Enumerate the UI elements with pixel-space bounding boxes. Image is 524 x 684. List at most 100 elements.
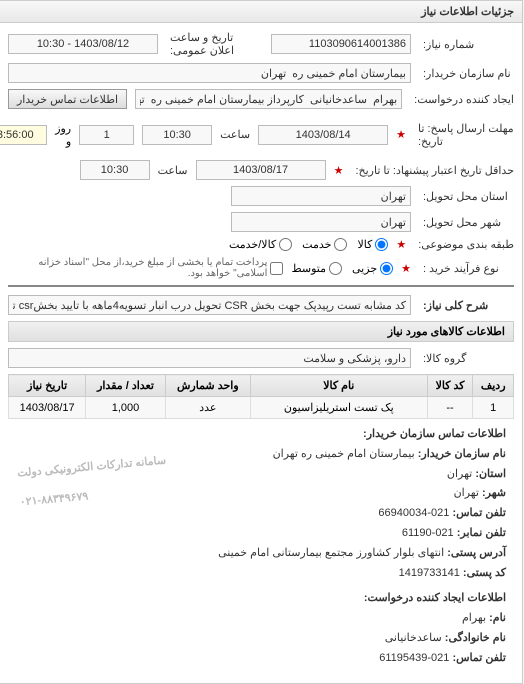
row-key: شرح کلی نیاز:	[9, 295, 515, 315]
th-2: نام کالا	[251, 375, 428, 397]
org-addr-lbl: آدرس پستی:	[448, 547, 507, 559]
radio-medium-label: متوسط	[292, 262, 327, 275]
province-input	[232, 186, 412, 206]
req-lname: ساعدخانیانی	[386, 632, 443, 644]
radio-partial-label: جزیی	[353, 262, 378, 275]
req-lname-lbl: نام خانوادگی:	[446, 632, 507, 644]
need-no-input	[272, 34, 412, 54]
contact-section: سامانه تدارکات الکترونیکی دولت ۰۲۱-۸۸۳۴۹…	[9, 419, 515, 675]
remain-input	[0, 125, 48, 145]
row-deadline1: مهلت ارسال پاسخ: تا تاریخ: ★ ساعت روز و …	[9, 115, 515, 154]
public-dt-label: تاریخ و ساعت اعلان عمومی:	[167, 31, 256, 57]
org-prov: تهران	[448, 468, 473, 480]
radio-goods-input[interactable]	[376, 238, 389, 251]
th-5: تاریخ نیاز	[10, 375, 87, 397]
main-panel: جزئیات اطلاعات نیاز شماره نیاز: تاریخ و …	[0, 0, 524, 684]
org-fax: 021-61190	[403, 527, 455, 539]
table-row: 1 -- پک تست استریلیزاسیون عدد 1,000 1403…	[10, 397, 515, 419]
org-tel-lbl: تلفن تماس:	[453, 507, 507, 519]
th-1: کد کالا	[428, 375, 474, 397]
row-province: استان محل تحویل:	[9, 186, 515, 206]
radio-goods[interactable]: کالا	[358, 238, 389, 251]
radio-service[interactable]: خدمت	[303, 238, 348, 251]
purchase-type-radios: جزیی متوسط	[292, 262, 394, 275]
buyer-label: نام سازمان خریدار:	[420, 67, 515, 80]
items-header: اطلاعات کالاهای مورد نیاز	[9, 321, 515, 342]
city-label: شهر محل تحویل:	[420, 216, 515, 229]
org-zip-lbl: کد پستی:	[464, 567, 507, 579]
priority-radios: کالا خدمت کالا/خدمت	[230, 238, 389, 251]
deadline-from-label: مهلت ارسال پاسخ: تا تاریخ:	[415, 122, 515, 148]
org-city-lbl: شهر:	[483, 487, 507, 499]
td-3: عدد	[166, 397, 251, 419]
row-purchase-type: نوع فرآیند خرید : ★ جزیی متوسط پرداخت تم…	[9, 257, 515, 279]
checkbox-treasury-input[interactable]	[271, 262, 284, 275]
contact-button[interactable]: اطلاعات تماس خریدار	[9, 89, 128, 109]
required-icon: ★	[397, 128, 407, 141]
days-label: روز و	[56, 122, 72, 148]
req-fname: بهرام	[463, 612, 487, 624]
checkbox-treasury[interactable]: پرداخت تمام یا بخشی از مبلغ خرید،از محل …	[9, 257, 284, 279]
form-body: شماره نیاز: تاریخ و ساعت اعلان عمومی: نا…	[1, 23, 523, 683]
date2-input	[197, 160, 327, 180]
radio-medium-input[interactable]	[330, 262, 343, 275]
td-1: --	[428, 397, 474, 419]
row-group: گروه کالا:	[9, 348, 515, 368]
org-prov-lbl: استان:	[476, 468, 507, 480]
radio-partial[interactable]: جزیی	[353, 262, 394, 275]
city-input	[232, 212, 412, 232]
time-label-1: ساعت	[221, 128, 251, 141]
panel-title: جزئیات اطلاعات نیاز	[1, 1, 523, 23]
radio-goods-service[interactable]: کالا/خدمت	[230, 238, 293, 251]
row-buyer: نام سازمان خریدار:	[9, 63, 515, 83]
radio-medium[interactable]: متوسط	[292, 262, 343, 275]
td-2: پک تست استریلیزاسیون	[251, 397, 428, 419]
radio-goods-label: کالا	[358, 238, 373, 251]
public-dt-input	[9, 34, 159, 54]
radio-partial-input[interactable]	[381, 262, 394, 275]
org-zip: 1419733141	[400, 567, 461, 579]
date1-input	[259, 125, 389, 145]
req-title: اطلاعات ایجاد کننده درخواست:	[365, 592, 507, 604]
time-label-2: ساعت	[159, 164, 189, 177]
deadline-to-label: حداقل تاریخ اعتبار پیشنهاد: تا تاریخ:	[352, 164, 515, 177]
org-fax-lbl: تلفن نمابر:	[458, 527, 507, 539]
required-icon-2: ★	[335, 164, 345, 177]
divider-1	[9, 285, 515, 287]
req-fname-lbl: نام:	[490, 612, 507, 624]
key-input	[9, 295, 412, 315]
th-0: ردیف	[474, 375, 515, 397]
group-input	[9, 348, 412, 368]
purchase-type-label: نوع فرآیند خرید :	[420, 262, 515, 275]
row-need-no: شماره نیاز: تاریخ و ساعت اعلان عمومی:	[9, 31, 515, 57]
key-label: شرح کلی نیاز:	[420, 299, 515, 312]
org-name-lbl: نام سازمان خریدار:	[419, 448, 507, 460]
td-0: 1	[474, 397, 515, 419]
row-deadline2: حداقل تاریخ اعتبار پیشنهاد: تا تاریخ: ★ …	[9, 160, 515, 180]
requester-label: ایجاد کننده درخواست:	[411, 93, 515, 106]
radio-goods-service-label: کالا/خدمت	[230, 238, 277, 251]
table-header-row: ردیف کد کالا نام کالا واحد شمارش تعداد /…	[10, 375, 515, 397]
th-4: تعداد / مقدار	[87, 375, 166, 397]
required-icon-3: ★	[397, 238, 407, 251]
province-label: استان محل تحویل:	[420, 190, 515, 203]
radio-service-label: خدمت	[303, 238, 332, 251]
days-input	[80, 125, 135, 145]
time1-input	[143, 125, 213, 145]
radio-goods-service-input[interactable]	[280, 238, 293, 251]
org-tel: 021-66940034	[379, 507, 450, 519]
radio-service-input[interactable]	[335, 238, 348, 251]
row-city: شهر محل تحویل:	[9, 212, 515, 232]
time2-input	[81, 160, 151, 180]
items-table: ردیف کد کالا نام کالا واحد شمارش تعداد /…	[9, 374, 515, 419]
org-name: بیمارستان امام خمینی ره تهران	[274, 448, 416, 460]
treasury-note: پرداخت تمام یا بخشی از مبلغ خرید،از محل …	[9, 257, 268, 279]
requester-input	[136, 89, 403, 109]
row-requester: ایجاد کننده درخواست: اطلاعات تماس خریدار	[9, 89, 515, 109]
row-priority: طبقه بندی موضوعی: ★ کالا خدمت کالا/خدمت	[9, 238, 515, 251]
td-5: 1403/08/17	[10, 397, 87, 419]
org-addr: انتهای بلوار کشاورز مجتمع بیمارستانی اما…	[219, 547, 445, 559]
required-icon-4: ★	[402, 262, 412, 275]
req-tel-lbl: تلفن تماس:	[453, 652, 507, 664]
th-3: واحد شمارش	[166, 375, 251, 397]
